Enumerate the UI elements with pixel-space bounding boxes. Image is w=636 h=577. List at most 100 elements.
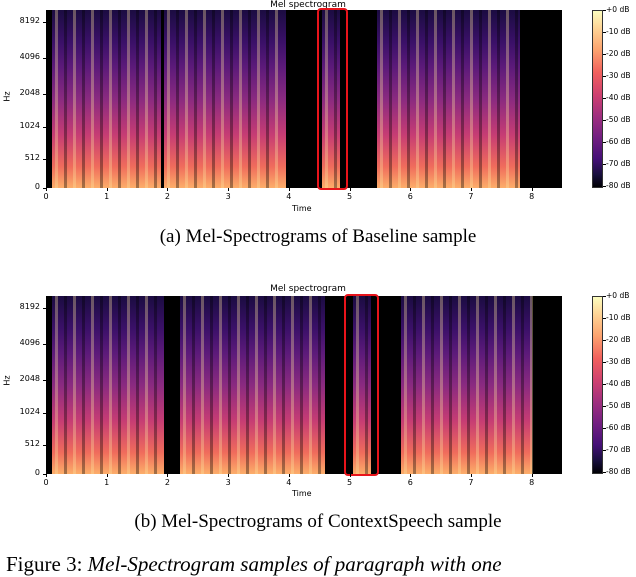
spectro-texture xyxy=(182,296,186,474)
y-tick-label: 4096 xyxy=(19,338,40,348)
colorbar-tick-mark xyxy=(603,76,606,77)
speech-segment xyxy=(352,296,371,474)
spectro-texture xyxy=(299,296,303,474)
speech-segment xyxy=(322,10,341,188)
colorbar-tick-label: -40 dB xyxy=(606,93,631,102)
spectro-texture xyxy=(460,10,464,188)
spectro-texture xyxy=(413,296,417,474)
spectro-texture xyxy=(514,10,518,188)
y-tick-label: 8192 xyxy=(19,302,40,312)
spectro-texture xyxy=(257,10,261,188)
spectro-texture xyxy=(200,296,204,474)
spectro-texture xyxy=(73,296,77,474)
x-axis-label: Time xyxy=(292,489,312,498)
spectro-texture xyxy=(404,296,408,474)
spectro-texture xyxy=(397,10,401,188)
figure-panel-b: Mel spectrogram Hz Time (b) Mel-Spectrog… xyxy=(0,284,636,532)
x-tick-label: 6 xyxy=(407,478,413,487)
y-tick-mark xyxy=(43,127,46,129)
y-tick-label: 4096 xyxy=(19,52,40,62)
colorbar-tick-label: -10 dB xyxy=(606,313,631,322)
colorbar-tick-label: -10 dB xyxy=(606,27,631,36)
x-tick-mark xyxy=(531,474,533,477)
spectro-texture xyxy=(308,296,312,474)
spectro-texture xyxy=(487,10,491,188)
speech-segment xyxy=(52,10,162,188)
x-tick-label: 6 xyxy=(407,192,413,201)
colorbar xyxy=(592,10,603,188)
colorbar-tick-label: -60 dB xyxy=(606,137,631,146)
x-tick-mark xyxy=(46,188,47,191)
x-tick-label: 4 xyxy=(286,192,292,201)
spectro-texture xyxy=(355,296,359,474)
spectro-texture xyxy=(127,10,131,188)
spectro-texture xyxy=(212,10,216,188)
x-tick-label: 7 xyxy=(468,478,474,487)
spectro-texture xyxy=(203,10,207,188)
colorbar-tick-mark xyxy=(603,428,606,429)
x-tick-mark xyxy=(106,474,108,477)
spectro-texture xyxy=(325,10,329,188)
spectro-texture xyxy=(230,10,234,188)
spectro-texture xyxy=(239,10,243,188)
spectro-texture xyxy=(236,296,240,474)
spectro-texture xyxy=(422,296,426,474)
colorbar-tick-label: -20 dB xyxy=(606,335,631,344)
spectro-texture xyxy=(469,10,473,188)
spectro-texture xyxy=(55,296,59,474)
x-tick-label: 5 xyxy=(346,192,353,201)
spectro-texture xyxy=(503,296,507,474)
spectro-texture xyxy=(364,296,368,474)
colorbar-tick-label: -50 dB xyxy=(606,115,631,124)
y-tick-label: 2048 xyxy=(19,373,40,383)
y-tick-label: 0 xyxy=(34,468,40,477)
colorbar-tick-mark xyxy=(603,98,606,99)
spectro-texture xyxy=(64,10,68,188)
colorbar-tick-label: -30 dB xyxy=(606,71,631,80)
colorbar-tick-mark xyxy=(603,340,606,341)
figure-panel-a: Mel spectrogram Hz Time (a) Mel-Spectrog… xyxy=(0,0,636,247)
x-tick-mark xyxy=(288,474,290,477)
highlight-box xyxy=(344,294,379,476)
colorbar-tick-label: -70 dB xyxy=(606,445,631,454)
colorbar-tick-mark xyxy=(603,384,606,385)
colorbar-tick-mark xyxy=(603,120,606,121)
x-tick-label: 0 xyxy=(43,192,49,201)
spectro-texture xyxy=(167,10,171,188)
y-tick-mark xyxy=(43,188,46,189)
x-tick-mark xyxy=(106,188,108,191)
spectro-texture xyxy=(109,10,113,188)
colorbar-tick-mark xyxy=(603,186,606,187)
colorbar-tick-mark xyxy=(603,406,606,407)
spectro-texture xyxy=(55,10,59,188)
x-tick-mark xyxy=(167,188,169,191)
spectro-texture xyxy=(254,296,258,474)
spectro-texture xyxy=(227,296,231,474)
spectro-texture xyxy=(145,296,149,474)
colorbar-tick-mark xyxy=(603,318,606,319)
x-tick-label: 1 xyxy=(104,478,110,487)
spectro-texture xyxy=(118,10,122,188)
spectro-texture xyxy=(82,10,86,188)
y-tick-mark xyxy=(43,158,46,160)
y-tick-mark xyxy=(43,93,46,95)
spectro-texture xyxy=(100,296,104,474)
figure-caption-text: Mel-Spectrogram samples of paragraph wit… xyxy=(87,552,502,576)
spectro-texture xyxy=(379,10,383,188)
spectro-texture xyxy=(145,10,149,188)
colorbar-tick-mark xyxy=(603,472,606,473)
y-tick-mark xyxy=(43,58,46,60)
spectro-texture xyxy=(209,296,213,474)
x-tick-label: 7 xyxy=(468,192,474,201)
x-tick-label: 4 xyxy=(286,478,292,487)
colorbar-tick-label: -80 dB xyxy=(606,181,631,190)
y-tick-label: 8192 xyxy=(19,16,40,26)
y-tick-mark xyxy=(43,379,46,381)
spectro-texture xyxy=(388,10,392,188)
highlight-box xyxy=(317,8,349,190)
x-tick-mark xyxy=(228,188,230,191)
y-tick-label: 512 xyxy=(24,152,40,162)
spectro-texture xyxy=(406,10,410,188)
colorbar-tick-mark xyxy=(603,32,606,33)
spectrogram-image xyxy=(46,10,562,188)
